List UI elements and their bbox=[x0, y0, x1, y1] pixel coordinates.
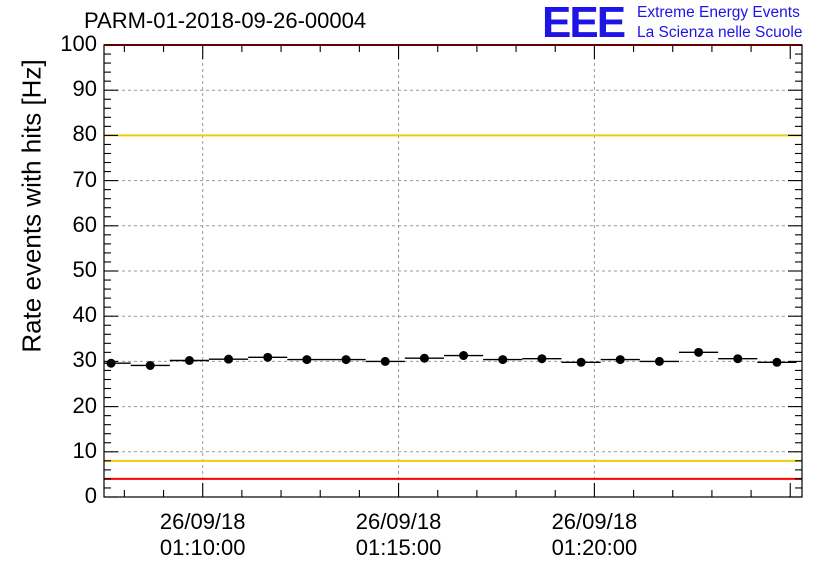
x-tick-date: 26/09/18 bbox=[159, 509, 246, 534]
data-point bbox=[106, 358, 116, 368]
x-tick-time: 01:15:00 bbox=[355, 535, 442, 560]
y-tick-label: 70 bbox=[72, 166, 97, 192]
data-point bbox=[302, 355, 312, 365]
y-tick-label: 50 bbox=[72, 257, 97, 282]
data-point bbox=[184, 355, 194, 365]
data-point bbox=[537, 354, 547, 364]
y-tick-label: 20 bbox=[72, 392, 97, 418]
data-point bbox=[341, 355, 351, 365]
data-point bbox=[615, 355, 625, 365]
data-point bbox=[263, 352, 273, 362]
y-tick-label: 40 bbox=[72, 302, 97, 328]
data-point bbox=[380, 356, 390, 366]
y-tick-label: 10 bbox=[72, 437, 97, 463]
y-axis-label: Rate events with hits [Hz] bbox=[16, 59, 47, 353]
eee-logo: EEE bbox=[542, 0, 626, 47]
y-tick-label: 0 bbox=[84, 483, 97, 508]
data-point bbox=[145, 360, 155, 370]
data-point bbox=[498, 355, 508, 365]
data-point bbox=[419, 353, 429, 363]
logo-caption: Extreme Energy Events La Scienza nelle S… bbox=[637, 3, 802, 43]
y-tick-label: 30 bbox=[72, 347, 97, 373]
x-tick-time: 01:20:00 bbox=[551, 535, 638, 560]
data-point bbox=[224, 354, 234, 364]
y-tick-label: 90 bbox=[72, 76, 97, 102]
x-tick-date: 26/09/18 bbox=[355, 509, 442, 534]
y-tick-label: 80 bbox=[72, 121, 97, 147]
data-point bbox=[694, 347, 704, 357]
reference-lines bbox=[104, 44, 802, 480]
x-tick-label: 26/09/18 01:10:00 bbox=[133, 509, 273, 561]
data-point bbox=[772, 357, 782, 367]
y-tick-label: 60 bbox=[72, 211, 97, 237]
logo-caption-line2: La Scienza nelle Scuole bbox=[637, 24, 803, 41]
x-tick-label: 26/09/18 01:20:00 bbox=[524, 509, 664, 561]
x-tick-time: 01:10:00 bbox=[159, 535, 246, 560]
grid-lines bbox=[104, 45, 802, 497]
data-point bbox=[576, 357, 586, 367]
data-points bbox=[104, 347, 797, 370]
data-point bbox=[654, 356, 664, 366]
x-tick-date: 26/09/18 bbox=[551, 509, 638, 534]
y-tick-label: 100 bbox=[60, 31, 97, 56]
logo-caption-line1: Extreme Energy Events bbox=[637, 4, 800, 21]
data-point bbox=[459, 351, 469, 361]
chart-title: PARM-01-2018-09-26-00004 bbox=[84, 8, 367, 33]
data-point bbox=[733, 354, 743, 364]
x-tick-label: 26/09/18 01:15:00 bbox=[329, 509, 469, 561]
axis-ticks bbox=[104, 44, 802, 498]
